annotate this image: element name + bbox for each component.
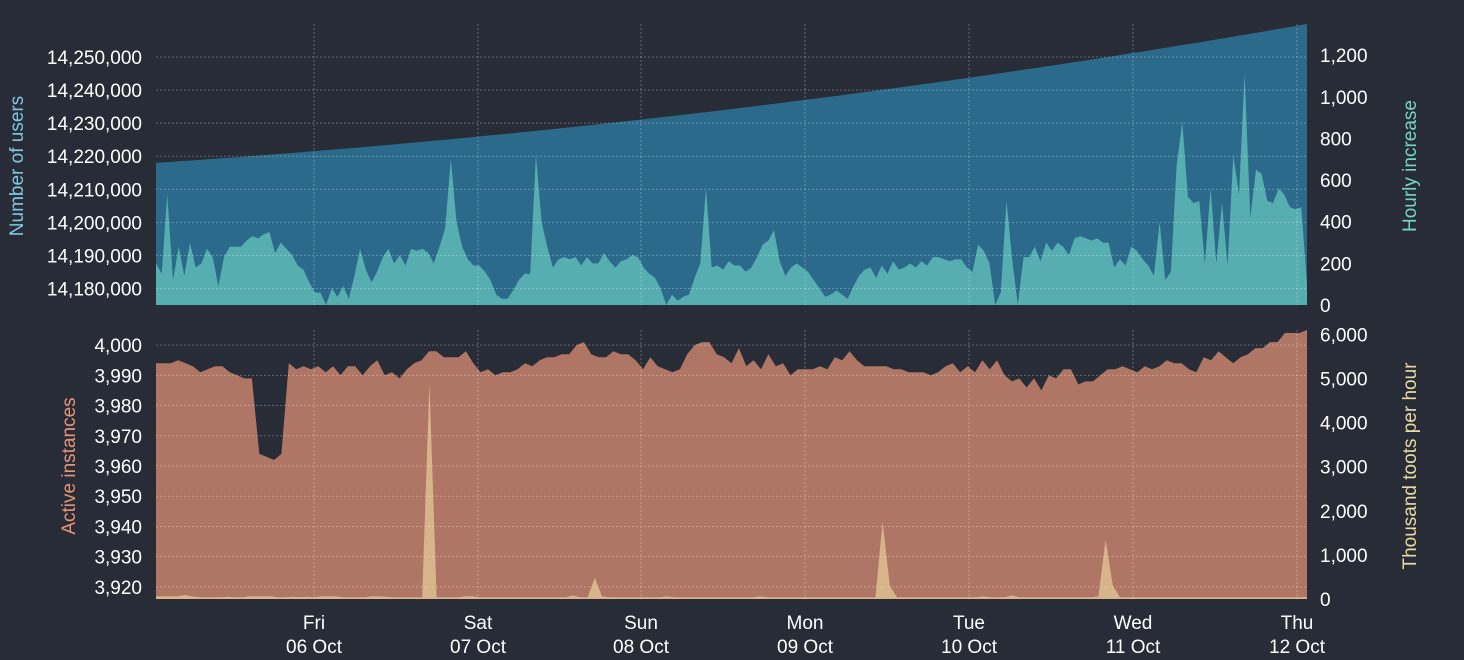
instances-axis-title: Active instances — [59, 397, 80, 534]
x-tick-day: Wed — [1114, 613, 1153, 634]
x-tick-day: Sat — [464, 613, 493, 634]
right-tick-label: 800 — [1320, 129, 1352, 150]
right-tick-label: 1,000 — [1320, 546, 1368, 567]
x-tick-day: Sun — [624, 613, 658, 634]
right-tick-label: 2,000 — [1320, 502, 1368, 523]
instances-axis-ticks: 3,920 3,930 3,940 3,950 3,960 3,970 3,980 3,990… — [94, 336, 142, 599]
right-tick-label: 600 — [1320, 171, 1352, 192]
instances-area — [156, 330, 1307, 599]
toots-axis-ticks: 0 1,000 2,000 3,000 4,000 5,000 6,000 — [1320, 325, 1368, 611]
right-tick-label: 200 — [1320, 254, 1352, 275]
x-tick-date: 10 Oct — [941, 637, 998, 658]
right-tick-label: 400 — [1320, 213, 1352, 234]
x-tick-day: Fri — [303, 613, 325, 634]
instances-panel — [156, 330, 1307, 599]
right-tick-label: 5,000 — [1320, 370, 1368, 391]
x-tick-date: 08 Oct — [613, 637, 670, 658]
x-tick-date: 11 Oct — [1106, 637, 1161, 658]
right-tick-label: 6,000 — [1320, 325, 1368, 346]
left-tick-label: 14,250,000 — [47, 48, 142, 69]
left-tick-label: 3,960 — [94, 457, 142, 478]
left-tick-label: 3,970 — [94, 427, 142, 448]
x-tick-day: Mon — [787, 613, 824, 634]
left-tick-label: 3,940 — [94, 517, 142, 538]
x-tick-day: Thu — [1281, 613, 1314, 634]
toots-axis-title: Thousand toots per hour — [1400, 362, 1421, 570]
left-tick-label: 4,000 — [94, 336, 142, 357]
left-tick-label: 14,180,000 — [47, 279, 142, 300]
instances-panel-grid — [156, 330, 1307, 599]
right-tick-label: 1,000 — [1320, 88, 1368, 109]
right-tick-label: 1,200 — [1320, 46, 1368, 67]
hourly-increase-axis-ticks: 0 200 400 600 800 1,000 1,200 — [1320, 46, 1368, 317]
left-tick-label: 3,920 — [94, 578, 142, 599]
left-tick-label: 14,200,000 — [47, 213, 142, 234]
left-tick-label: 14,210,000 — [47, 180, 142, 201]
users-panel — [156, 24, 1307, 305]
left-tick-label: 14,190,000 — [47, 246, 142, 267]
left-tick-label: 3,990 — [94, 366, 142, 387]
left-tick-label: 3,950 — [94, 487, 142, 508]
left-tick-label: 3,930 — [94, 548, 142, 569]
x-tick-date: 09 Oct — [777, 637, 834, 658]
right-tick-label: 0 — [1320, 296, 1331, 317]
date-axis-ticks: Fri 06 Oct Sat 07 Oct Sun 08 Oct Mon 09 Oct Tue 1… — [286, 613, 1326, 658]
right-tick-label: 4,000 — [1320, 414, 1368, 435]
users-axis-ticks: 14,180,000 14,190,000 14,200,000 14,210,000… — [47, 48, 142, 300]
users-panel-grid — [156, 24, 1307, 305]
right-tick-label: 0 — [1320, 590, 1331, 611]
left-tick-label: 14,220,000 — [47, 147, 142, 168]
x-tick-day: Tue — [953, 613, 985, 634]
users-axis-title: Number of users — [7, 96, 28, 236]
x-tick-date: 06 Oct — [286, 637, 343, 658]
left-tick-label: 14,230,000 — [47, 114, 142, 135]
x-tick-date: 12 Oct — [1269, 637, 1326, 658]
x-tick-date: 07 Oct — [450, 637, 507, 658]
left-tick-label: 3,980 — [94, 397, 142, 418]
right-tick-label: 3,000 — [1320, 458, 1368, 479]
hourly-increase-axis-title: Hourly increase — [1400, 100, 1421, 232]
hourly-increase-area — [156, 74, 1307, 305]
left-tick-label: 14,240,000 — [47, 81, 142, 102]
